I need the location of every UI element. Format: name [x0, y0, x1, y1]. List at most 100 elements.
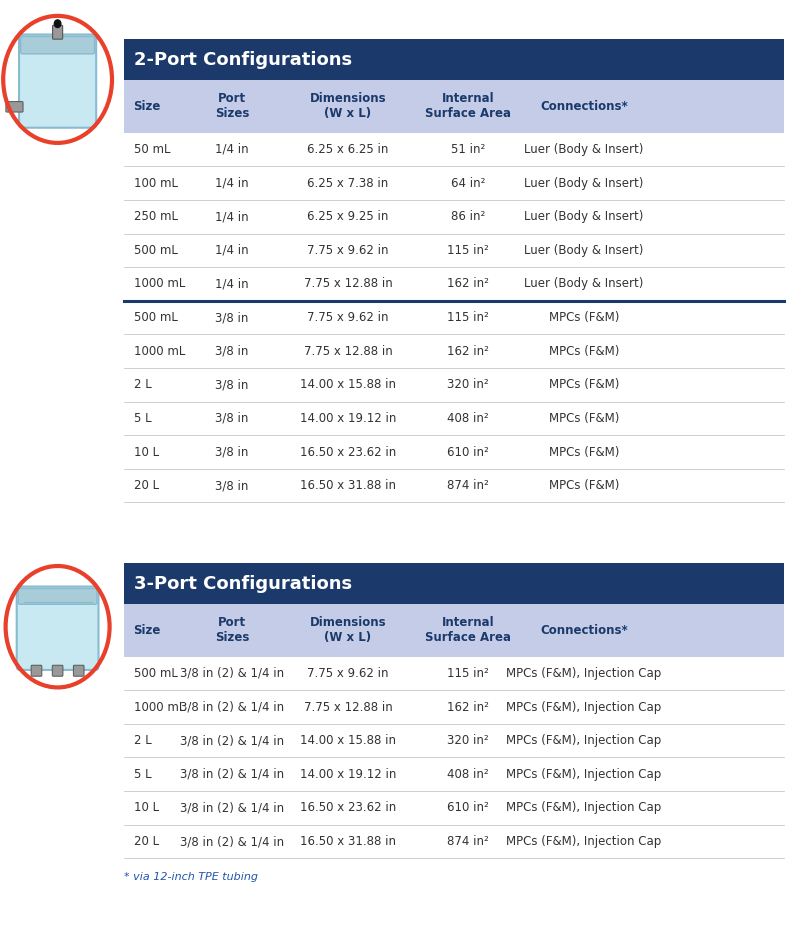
- Text: 320 in²: 320 in²: [447, 378, 489, 391]
- Text: 1000 mL: 1000 mL: [134, 700, 185, 714]
- FancyBboxPatch shape: [124, 657, 784, 690]
- Text: Dimensions
(W x L): Dimensions (W x L): [310, 92, 386, 120]
- Text: Dimensions
(W x L): Dimensions (W x L): [310, 616, 386, 644]
- FancyBboxPatch shape: [124, 825, 784, 858]
- Text: 162 in²: 162 in²: [447, 700, 489, 714]
- FancyBboxPatch shape: [124, 368, 784, 402]
- Text: 874 in²: 874 in²: [447, 835, 489, 848]
- Text: MPCs (F&M), Injection Cap: MPCs (F&M), Injection Cap: [506, 700, 662, 714]
- Text: Port
Sizes: Port Sizes: [215, 92, 249, 120]
- Text: MPCs (F&M): MPCs (F&M): [549, 479, 619, 492]
- FancyBboxPatch shape: [124, 39, 784, 80]
- FancyBboxPatch shape: [53, 25, 62, 39]
- Text: Luer (Body & Insert): Luer (Body & Insert): [524, 177, 644, 190]
- Text: 1000 mL: 1000 mL: [134, 277, 185, 290]
- Text: 3-Port Configurations: 3-Port Configurations: [134, 574, 352, 593]
- Text: 162 in²: 162 in²: [447, 345, 489, 358]
- Text: MPCs (F&M), Injection Cap: MPCs (F&M), Injection Cap: [506, 734, 662, 747]
- Text: 1/4 in: 1/4 in: [215, 210, 249, 223]
- Text: 51 in²: 51 in²: [451, 143, 485, 156]
- Text: Internal
Surface Area: Internal Surface Area: [425, 616, 511, 644]
- Text: 2-Port Configurations: 2-Port Configurations: [134, 50, 352, 69]
- FancyBboxPatch shape: [124, 267, 784, 301]
- Text: 500 mL: 500 mL: [134, 667, 178, 680]
- Text: * via 12-inch TPE tubing: * via 12-inch TPE tubing: [124, 872, 258, 883]
- Text: 115 in²: 115 in²: [447, 244, 489, 257]
- FancyBboxPatch shape: [74, 665, 84, 676]
- Text: 16.50 x 23.62 in: 16.50 x 23.62 in: [300, 801, 396, 814]
- FancyBboxPatch shape: [124, 690, 784, 724]
- Text: 115 in²: 115 in²: [447, 667, 489, 680]
- Text: Internal
Surface Area: Internal Surface Area: [425, 92, 511, 120]
- Text: 1/4 in: 1/4 in: [215, 277, 249, 290]
- FancyBboxPatch shape: [18, 588, 97, 604]
- Text: 14.00 x 19.12 in: 14.00 x 19.12 in: [300, 412, 396, 425]
- Text: 500 mL: 500 mL: [134, 244, 178, 257]
- FancyBboxPatch shape: [19, 35, 96, 128]
- Text: 20 L: 20 L: [134, 479, 158, 492]
- FancyBboxPatch shape: [124, 563, 784, 604]
- Text: 3/8 in (2) & 1/4 in: 3/8 in (2) & 1/4 in: [180, 768, 284, 781]
- FancyBboxPatch shape: [124, 604, 784, 657]
- Text: 874 in²: 874 in²: [447, 479, 489, 492]
- Text: 3/8 in (2) & 1/4 in: 3/8 in (2) & 1/4 in: [180, 835, 284, 848]
- Text: Connections*: Connections*: [540, 624, 628, 637]
- Text: MPCs (F&M), Injection Cap: MPCs (F&M), Injection Cap: [506, 801, 662, 814]
- Circle shape: [3, 16, 112, 143]
- FancyBboxPatch shape: [124, 791, 784, 825]
- Text: MPCs (F&M), Injection Cap: MPCs (F&M), Injection Cap: [506, 768, 662, 781]
- Text: 3/8 in: 3/8 in: [215, 311, 249, 324]
- Text: 10 L: 10 L: [134, 446, 158, 459]
- FancyBboxPatch shape: [124, 301, 784, 334]
- Text: Luer (Body & Insert): Luer (Body & Insert): [524, 210, 644, 223]
- FancyBboxPatch shape: [124, 469, 784, 502]
- FancyBboxPatch shape: [6, 102, 23, 112]
- Text: 3/8 in: 3/8 in: [215, 479, 249, 492]
- FancyBboxPatch shape: [124, 133, 784, 166]
- FancyBboxPatch shape: [124, 80, 784, 133]
- Text: MPCs (F&M), Injection Cap: MPCs (F&M), Injection Cap: [506, 835, 662, 848]
- Circle shape: [54, 20, 61, 27]
- Text: 3/8 in (2) & 1/4 in: 3/8 in (2) & 1/4 in: [180, 734, 284, 747]
- Text: 3/8 in: 3/8 in: [215, 412, 249, 425]
- Text: Port
Sizes: Port Sizes: [215, 616, 249, 644]
- Text: 7.75 x 9.62 in: 7.75 x 9.62 in: [307, 244, 389, 257]
- Text: 2 L: 2 L: [134, 734, 151, 747]
- Text: 1/4 in: 1/4 in: [215, 244, 249, 257]
- Text: 3/8 in: 3/8 in: [215, 446, 249, 459]
- FancyBboxPatch shape: [52, 665, 63, 676]
- Text: Luer (Body & Insert): Luer (Body & Insert): [524, 143, 644, 156]
- Text: MPCs (F&M): MPCs (F&M): [549, 378, 619, 391]
- Text: 2 L: 2 L: [134, 378, 151, 391]
- Text: Size: Size: [134, 624, 161, 637]
- Text: 6.25 x 6.25 in: 6.25 x 6.25 in: [307, 143, 389, 156]
- Text: 3/8 in: 3/8 in: [215, 378, 249, 391]
- Text: Size: Size: [134, 100, 161, 113]
- Text: 3/8 in: 3/8 in: [215, 345, 249, 358]
- Text: 162 in²: 162 in²: [447, 277, 489, 290]
- FancyBboxPatch shape: [124, 402, 784, 435]
- Text: 408 in²: 408 in²: [447, 412, 489, 425]
- Text: 20 L: 20 L: [134, 835, 158, 848]
- Text: MPCs (F&M): MPCs (F&M): [549, 345, 619, 358]
- Text: MPCs (F&M): MPCs (F&M): [549, 412, 619, 425]
- FancyBboxPatch shape: [31, 665, 42, 676]
- Text: 3/8 in (2) & 1/4 in: 3/8 in (2) & 1/4 in: [180, 700, 284, 714]
- Text: 610 in²: 610 in²: [447, 446, 489, 459]
- FancyBboxPatch shape: [21, 36, 94, 54]
- Text: 16.50 x 31.88 in: 16.50 x 31.88 in: [300, 835, 396, 848]
- Text: MPCs (F&M): MPCs (F&M): [549, 446, 619, 459]
- Text: MPCs (F&M), Injection Cap: MPCs (F&M), Injection Cap: [506, 667, 662, 680]
- Text: 1000 mL: 1000 mL: [134, 345, 185, 358]
- Text: 7.75 x 12.88 in: 7.75 x 12.88 in: [304, 277, 392, 290]
- Text: 3/8 in (2) & 1/4 in: 3/8 in (2) & 1/4 in: [180, 801, 284, 814]
- Text: 86 in²: 86 in²: [451, 210, 485, 223]
- Text: 115 in²: 115 in²: [447, 311, 489, 324]
- Text: 6.25 x 9.25 in: 6.25 x 9.25 in: [307, 210, 389, 223]
- Text: 100 mL: 100 mL: [134, 177, 178, 190]
- Text: 64 in²: 64 in²: [451, 177, 485, 190]
- FancyBboxPatch shape: [124, 200, 784, 234]
- Text: 6.25 x 7.38 in: 6.25 x 7.38 in: [307, 177, 389, 190]
- Text: MPCs (F&M): MPCs (F&M): [549, 311, 619, 324]
- FancyBboxPatch shape: [17, 587, 98, 670]
